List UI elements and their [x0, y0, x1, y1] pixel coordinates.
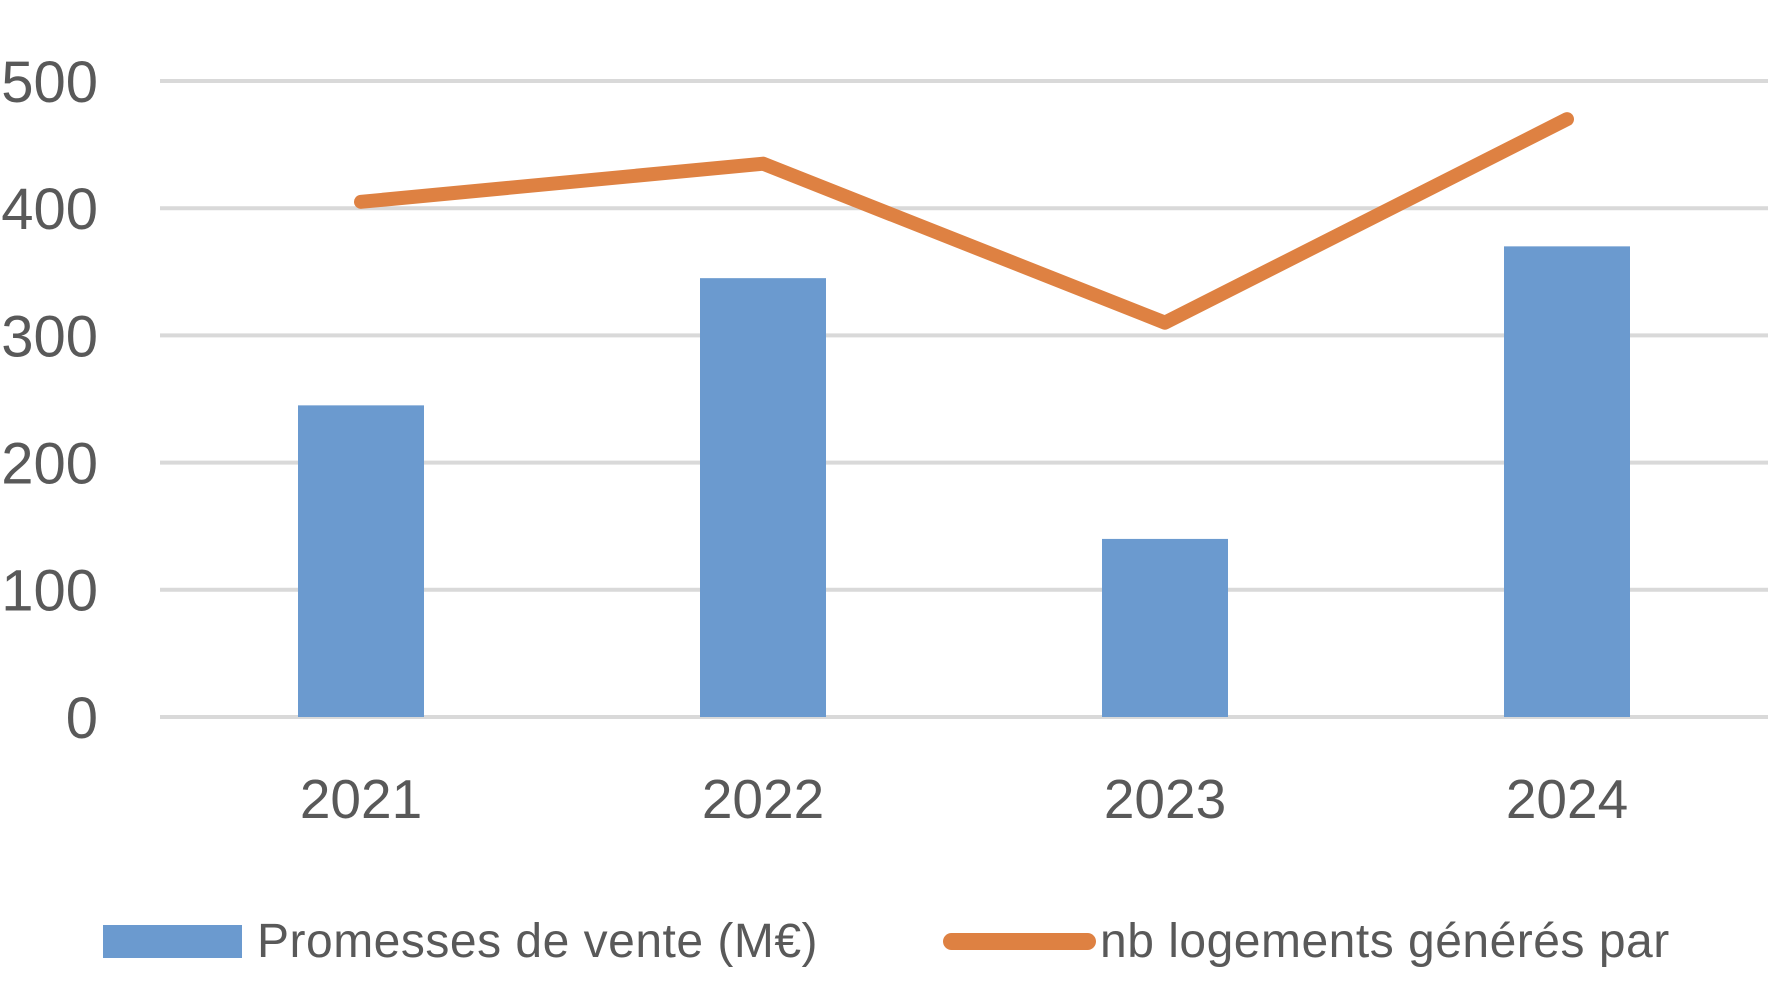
legend-label-nb-logements: nb logements générés par	[1100, 914, 1670, 968]
x-axis-label-2021: 2021	[300, 768, 422, 830]
y-axis-tick-label-400: 400	[1, 177, 98, 242]
x-axis-label-2024: 2024	[1506, 768, 1628, 830]
bar-2022	[700, 278, 826, 717]
chart-legend: Promesses de vente (M€) nb logements gén…	[0, 0, 1770, 968]
legend-item-nb-logements: nb logements générés par	[943, 908, 1670, 974]
y-axis-tick-label-0: 0	[66, 686, 98, 751]
y-axis-tick-label-100: 100	[1, 559, 98, 624]
x-axis-label-2023: 2023	[1104, 768, 1226, 830]
x-axis-label-2022: 2022	[702, 768, 824, 830]
bar-2021	[298, 405, 424, 717]
y-axis-tick-label-500: 500	[1, 50, 98, 115]
bar-2024	[1504, 246, 1630, 718]
line-series-nb-logements	[354, 112, 1574, 330]
legend-line-swatch-icon	[943, 932, 1096, 950]
y-axis-tick-label-200: 200	[1, 431, 98, 496]
legend-bar-swatch-icon	[103, 924, 242, 958]
legend-item-promesses-de-vente: Promesses de vente (M€)	[103, 908, 818, 974]
legend-label-promesses-de-vente: Promesses de vente (M€)	[257, 914, 819, 968]
bar-2023	[1102, 538, 1228, 717]
y-axis-tick-label-300: 300	[1, 304, 98, 369]
